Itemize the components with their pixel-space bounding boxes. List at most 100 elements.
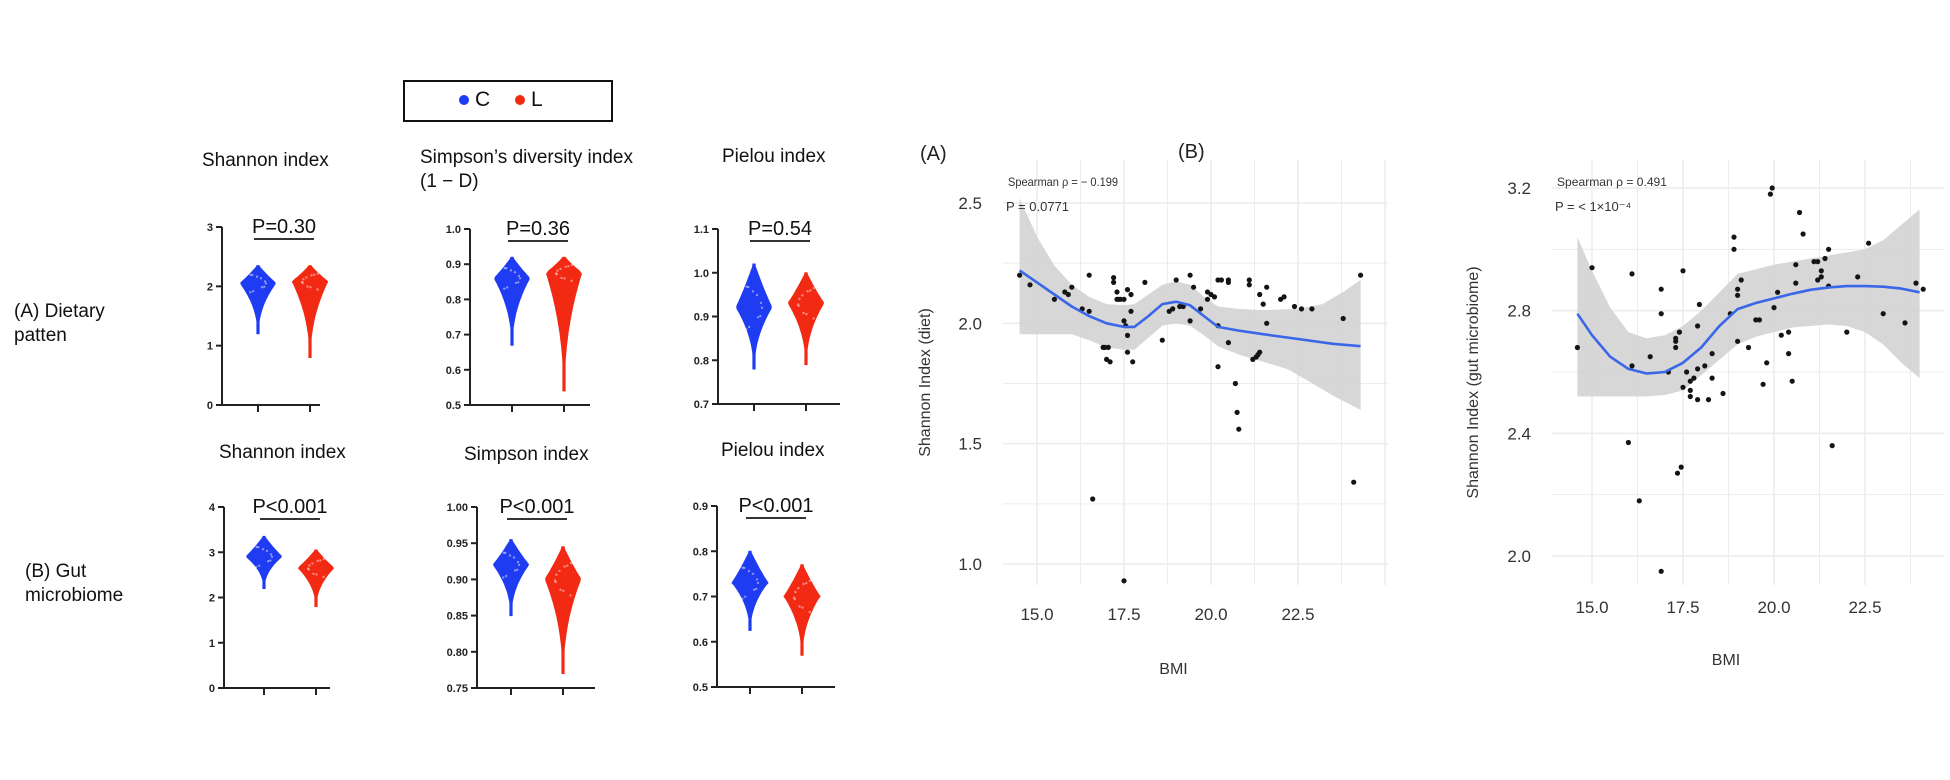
data-point [1844, 329, 1850, 335]
y-tick-label: 1.0 [446, 224, 461, 236]
violin-point [756, 581, 760, 585]
violin-point [748, 325, 751, 329]
legend-item-l: L [515, 88, 543, 112]
y-tick-label: 1.0 [958, 555, 982, 574]
violin-point [556, 269, 559, 272]
violin-point [502, 576, 505, 579]
violin-point [741, 597, 744, 600]
violin-point [796, 303, 800, 306]
violin-c [736, 263, 772, 370]
p-value-label: P=0.30 [252, 216, 316, 238]
violin-point [263, 285, 266, 288]
violin-point [252, 290, 255, 293]
data-point [1913, 280, 1919, 286]
violin-point [259, 277, 263, 280]
violin-point [570, 263, 574, 267]
violin-point [555, 273, 558, 276]
violin-point [569, 561, 573, 565]
violin-point [554, 580, 557, 584]
y-tick-label: 1.5 [958, 435, 982, 454]
y-tick-label: 2.5 [958, 194, 982, 213]
violin-point [503, 266, 506, 270]
violin-point [517, 281, 520, 284]
data-point [1680, 384, 1686, 390]
data-point [1786, 329, 1792, 335]
data-point [1826, 246, 1832, 252]
violin-point [559, 588, 562, 591]
violin-point [301, 281, 304, 285]
violin-point [249, 273, 252, 276]
data-point [1647, 354, 1653, 360]
data-point [1678, 464, 1684, 470]
violin-point [269, 553, 273, 556]
data-point [1225, 340, 1231, 346]
data-point [1260, 301, 1266, 307]
data-point [1760, 381, 1766, 387]
violin-point [308, 564, 311, 567]
data-point [1065, 291, 1071, 298]
y-tick-label: 0.8 [693, 546, 708, 558]
y-tick-label: 0.5 [693, 682, 708, 694]
data-point [1709, 375, 1715, 381]
violin-point [504, 551, 507, 555]
violin-c [494, 256, 530, 346]
data-point [1705, 397, 1712, 403]
panel-title-b2: Simpson index [464, 444, 589, 465]
data-point [1680, 268, 1686, 274]
y-tick-label: 0.6 [693, 637, 708, 649]
data-point [1695, 397, 1701, 403]
data-point [1771, 305, 1777, 311]
violin-point [319, 559, 322, 562]
data-point [1051, 296, 1057, 302]
x-tick-label: 22.5 [1848, 598, 1881, 617]
panel-title-a1: Shannon index [202, 150, 329, 171]
violin-point [307, 568, 310, 571]
y-tick-label: 0.7 [446, 330, 461, 342]
data-point [1121, 578, 1127, 584]
data-point [1735, 338, 1741, 344]
violin-charts: 0 1 2 3 P=0.30 0.5 0.6 0.7 0.8 0.9 1.0 P=0.36 0.7 0.8… [207, 216, 840, 695]
violin-point [516, 568, 519, 571]
data-point [1128, 308, 1134, 314]
y-tick-label: 0.9 [446, 259, 461, 271]
violin-point [517, 563, 521, 567]
data-point [1753, 317, 1759, 323]
violin-point [514, 281, 518, 285]
data-point [1236, 426, 1242, 432]
data-point [1764, 360, 1770, 366]
y-tick-label: 0.85 [447, 611, 468, 623]
data-point [1291, 303, 1298, 310]
p-value-label: P<0.001 [499, 496, 574, 518]
violin-point [316, 288, 319, 291]
data-point [1180, 303, 1186, 310]
data-point [1264, 284, 1270, 290]
data-point [1789, 378, 1795, 384]
panel-title-a2: Simpson’s diversity index (1 − D) [420, 146, 633, 194]
data-point [1121, 318, 1127, 324]
violin-point [805, 312, 808, 316]
violin-l [297, 549, 335, 607]
legend-dot-c [459, 95, 469, 105]
data-point [1855, 274, 1861, 280]
data-point [1124, 332, 1131, 338]
violin-point [512, 556, 516, 559]
data-point [1340, 315, 1346, 322]
y-tick-label: 2.0 [1507, 547, 1531, 566]
data-point [1745, 344, 1752, 351]
data-point [1086, 308, 1092, 314]
data-point [1902, 320, 1908, 326]
data-point [1866, 240, 1872, 246]
violin-point [260, 286, 264, 289]
violin-point [798, 605, 801, 608]
p-value-annotation: P = 0.0771 [1006, 199, 1069, 214]
x-tick-label: 17.5 [1666, 598, 1699, 617]
violin-point [755, 587, 758, 591]
violin-point [569, 594, 572, 597]
y-tick-label: 1.00 [447, 502, 468, 514]
x-axis-title: BMI [1712, 652, 1740, 669]
violin-point [805, 582, 808, 585]
data-point [1793, 280, 1799, 286]
data-point [1636, 498, 1642, 504]
data-point [1121, 296, 1127, 302]
y-tick-label: 0.95 [447, 538, 468, 550]
